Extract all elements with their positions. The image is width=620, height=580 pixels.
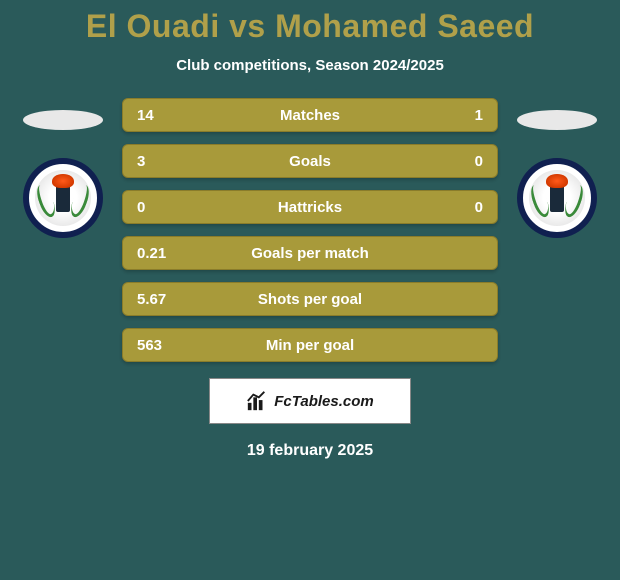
stat-left-value: 0 (137, 199, 145, 216)
stat-row-goals-per-match: 0.21 Goals per match (122, 236, 498, 270)
badge-inner-right (529, 170, 585, 226)
club-badge-right (517, 158, 597, 238)
stat-label: Goals per match (251, 245, 369, 262)
stats-column: 14 Matches 1 3 Goals 0 0 Hattricks 0 0.2… (122, 98, 498, 362)
stat-right-value: 0 (475, 153, 483, 170)
stat-row-min-per-goal: 563 Min per goal (122, 328, 498, 362)
stat-right-value: 0 (475, 199, 483, 216)
comparison-card: El Ouadi vs Mohamed Saeed Club competiti… (0, 0, 620, 460)
laurel-left-icon (34, 183, 59, 220)
torch-icon (550, 184, 564, 212)
subtitle: Club competitions, Season 2024/2025 (0, 57, 620, 74)
badge-inner-left (35, 170, 91, 226)
stat-label: Hattricks (278, 199, 342, 216)
brand-link[interactable]: FcTables.com (209, 378, 411, 424)
stat-right-value: 1 (475, 107, 483, 124)
player-left-photo-placeholder (23, 110, 103, 130)
player-right-photo-placeholder (517, 110, 597, 130)
stat-left-value: 5.67 (137, 291, 166, 308)
stat-row-matches: 14 Matches 1 (122, 98, 498, 132)
stat-label: Goals (289, 153, 331, 170)
player-left-column (18, 98, 108, 238)
torch-icon (56, 184, 70, 212)
stat-label: Matches (280, 107, 340, 124)
player-right-column (512, 98, 602, 238)
page-title: El Ouadi vs Mohamed Saeed (0, 8, 620, 45)
brand-text: FcTables.com (274, 393, 373, 410)
club-badge-left (23, 158, 103, 238)
stat-row-hattricks: 0 Hattricks 0 (122, 190, 498, 224)
stat-left-value: 14 (137, 107, 154, 124)
stat-left-value: 3 (137, 153, 145, 170)
laurel-right-icon (562, 183, 587, 220)
main-row: 14 Matches 1 3 Goals 0 0 Hattricks 0 0.2… (0, 98, 620, 362)
stat-label: Min per goal (266, 337, 354, 354)
date-text: 19 february 2025 (0, 442, 620, 460)
laurel-left-icon (528, 183, 553, 220)
bar-chart-icon (246, 390, 268, 412)
stat-left-value: 0.21 (137, 245, 166, 262)
stat-left-value: 563 (137, 337, 162, 354)
stat-row-goals: 3 Goals 0 (122, 144, 498, 178)
stat-label: Shots per goal (258, 291, 362, 308)
laurel-right-icon (68, 183, 93, 220)
stat-row-shots-per-goal: 5.67 Shots per goal (122, 282, 498, 316)
